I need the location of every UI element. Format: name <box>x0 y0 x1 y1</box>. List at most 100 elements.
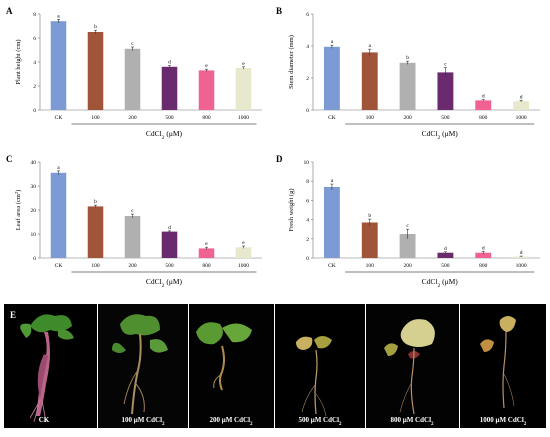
x-tick-label: 500 <box>165 263 174 269</box>
bar-800 <box>475 100 492 110</box>
y-tick-label: 0 <box>33 256 36 262</box>
y-tick-label: 10 <box>304 160 310 166</box>
y-tick-label: 0 <box>306 108 309 114</box>
significance-letter: b <box>406 55 409 61</box>
x-axis-title: CdCl2 (μM) <box>422 277 459 289</box>
bar-1000 <box>513 101 530 110</box>
panel-letter-a: A <box>6 6 13 16</box>
significance-letter: d <box>482 94 485 100</box>
bar-100 <box>361 52 378 110</box>
x-tick-label: 100 <box>366 263 375 269</box>
photo-bg-200 <box>189 304 274 428</box>
significance-letter: a <box>369 43 372 49</box>
x-tick-label: CK <box>55 263 63 269</box>
x-tick-label: CK <box>328 115 336 121</box>
bar-ck <box>323 186 340 258</box>
y-axis-title: Plant height (cm) <box>15 39 22 84</box>
x-tick-label: 100 <box>91 115 100 121</box>
bar-200 <box>399 234 416 258</box>
x-tick-label: 800 <box>202 115 211 121</box>
photo-label: 500 μM CdCl2 <box>298 416 342 427</box>
significance-letter: d <box>444 246 447 252</box>
x-tick-label: 1000 <box>238 115 249 121</box>
plant-800-image <box>384 319 435 415</box>
panel-letter-d: D <box>276 154 283 164</box>
panel-letter-c: C <box>6 154 13 164</box>
bar-100 <box>87 206 104 258</box>
significance-letter: e <box>242 61 245 67</box>
x-tick-label: 1000 <box>516 115 527 121</box>
significance-letter: d <box>520 250 523 256</box>
x-tick-label: 800 <box>479 115 488 121</box>
y-tick-label: 4 <box>306 218 309 224</box>
significance-letter: d <box>168 225 171 231</box>
significance-letter: c <box>444 62 447 68</box>
bar-1000 <box>235 247 252 258</box>
y-tick-label: 6 <box>306 198 309 204</box>
panel-letter-e: E <box>10 310 16 320</box>
plant-photo-strip: E CK 100 μM CdCl2 200 μM CdCl2 500 μM CdCl2… <box>4 304 546 428</box>
y-tick-label: 20 <box>31 208 37 214</box>
x-axis-title: CdCl2 (μM) <box>146 277 183 289</box>
y-tick-label: 40 <box>31 160 37 166</box>
photo-label: 1000 μM CdCl2 <box>480 416 527 427</box>
photo-bg-500 <box>275 304 365 428</box>
significance-letter: a <box>57 165 60 171</box>
y-tick-label: 4 <box>33 60 36 66</box>
x-tick-label: 200 <box>403 263 412 269</box>
bar-500 <box>437 252 454 258</box>
significance-letter: e <box>242 240 245 246</box>
photo-label: 800 μM CdCl2 <box>390 416 434 427</box>
x-tick-label: 1000 <box>238 263 249 269</box>
y-tick-label: 2 <box>33 84 36 90</box>
bar-800 <box>198 70 215 110</box>
x-tick-label: 200 <box>128 115 137 121</box>
photo-label: 100 μM CdCl2 <box>121 416 165 427</box>
significance-letter: d <box>520 94 523 100</box>
bar-100 <box>361 222 378 258</box>
y-tick-label: 4 <box>306 44 309 50</box>
bar-500 <box>161 231 178 258</box>
y-tick-label: 2 <box>306 76 309 82</box>
significance-letter: c <box>406 223 409 229</box>
bar-500 <box>161 66 178 110</box>
x-tick-label: 1000 <box>516 263 527 269</box>
y-tick-label: 10 <box>31 232 37 238</box>
x-tick-label: 800 <box>479 263 488 269</box>
bar-500 <box>437 72 454 110</box>
y-tick-label: 30 <box>31 184 37 190</box>
bar-ck <box>50 172 67 258</box>
photo-label: 200 μM CdCl2 <box>209 416 253 427</box>
photo-label-row: CK 100 μM CdCl2 200 μM CdCl2 500 μM CdCl2 80… <box>39 416 527 427</box>
x-axis-title: CdCl2 (μM) <box>422 129 459 141</box>
x-tick-label: CK <box>328 263 336 269</box>
y-tick-label: 6 <box>33 36 36 42</box>
bar-1000 <box>513 256 530 258</box>
y-tick-label: 6 <box>306 12 309 18</box>
y-tick-label: 0 <box>306 256 309 262</box>
plant-100-image <box>112 314 168 415</box>
y-tick-label: 8 <box>33 12 36 18</box>
plant-1000-image <box>480 316 516 409</box>
significance-letter: a <box>331 39 334 45</box>
photo-label: CK <box>39 416 50 424</box>
x-tick-label: 500 <box>165 115 174 121</box>
plant-500-image <box>296 336 332 417</box>
x-tick-label: 500 <box>441 115 450 121</box>
chart-panel-c: C 0 10 20 30 40 Leaf area (cm2) a CK b 100 c 200 d 500… <box>6 154 262 289</box>
significance-letter: c <box>131 41 134 47</box>
chart-panel-d: D 0 2 4 6 8 10 Fresh weight (g) a CK b 100 c 200 d 500 d… <box>276 154 540 289</box>
bar-ck <box>323 46 340 110</box>
x-axis-title: CdCl2 (μM) <box>146 129 183 141</box>
bar-1000 <box>235 68 252 110</box>
y-tick-label: 2 <box>306 237 309 243</box>
significance-letter: a <box>331 178 334 184</box>
bar-200 <box>124 216 141 258</box>
x-tick-label: 200 <box>403 115 412 121</box>
significance-letter: b <box>94 199 97 205</box>
significance-letter: b <box>94 24 97 30</box>
x-tick-label: 200 <box>128 263 137 269</box>
bar-800 <box>198 248 215 258</box>
y-axis-title: Stem diameter (mm) <box>288 35 295 89</box>
